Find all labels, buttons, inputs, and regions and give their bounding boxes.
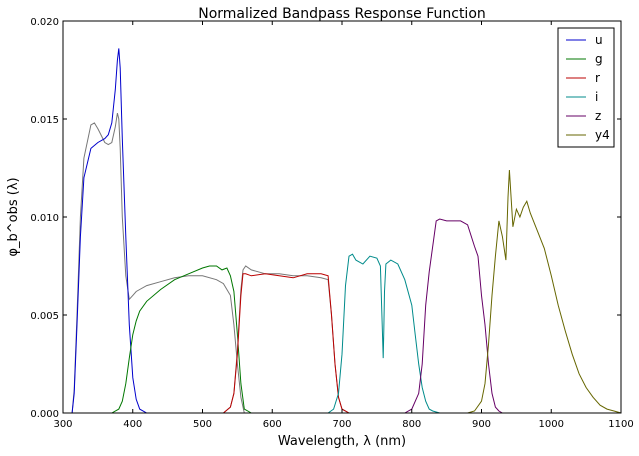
y-axis-label: φ_b^obs (λ) [6,177,21,256]
x-tick-label: 900 [472,419,491,430]
chart-title: Normalized Bandpass Response Function [198,6,486,22]
x-tick-label: 600 [263,419,282,430]
series-u-line [63,48,154,414]
x-tick-label: 700 [332,419,351,430]
x-tick-label: 800 [402,419,421,430]
series-y4-line [467,169,622,414]
x-tick-label: 400 [123,419,142,430]
x-tick-label: 1100 [608,419,633,430]
y-tick-label: 0.010 [30,213,59,224]
y-tick-label: 0.015 [30,115,59,126]
y-axis-ticks: 0.000 0.005 0.010 0.015 0.020 [30,17,621,420]
legend-label-g: g [595,52,603,66]
x-tick-label: 1000 [539,419,564,430]
x-tick-label: 500 [193,419,212,430]
series-i-line [327,253,440,414]
plot-lines [63,48,622,414]
y-tick-label: 0.020 [30,17,59,28]
legend-box [557,27,615,148]
series-z-line [404,218,503,414]
x-axis-ticks: 300 400 500 600 700 800 900 1000 1100 [53,21,634,430]
series-g-line [111,265,252,414]
series-r-line [223,273,350,414]
x-tick-label: 300 [53,419,72,430]
y-tick-label: 0.005 [30,311,59,322]
legend-label-z: z [595,109,601,123]
y-tick-label: 0.000 [30,409,59,420]
series-grey-line [63,112,245,414]
x-axis-label: Wavelength, λ (nm) [278,434,406,449]
legend-label-u: u [595,33,603,47]
legend-label-i: i [595,90,598,104]
legend-label-y4: y4 [595,128,610,142]
legend-label-r: r [595,71,600,85]
